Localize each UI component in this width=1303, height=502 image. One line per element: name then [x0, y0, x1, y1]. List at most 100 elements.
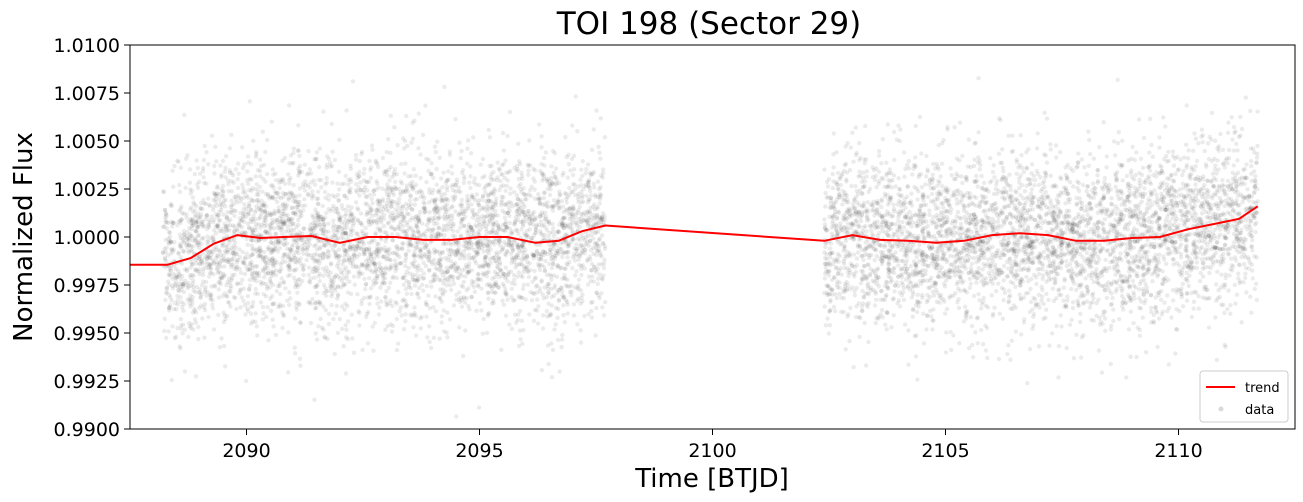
data-point — [242, 255, 248, 260]
data-point — [575, 129, 580, 134]
data-point — [191, 273, 196, 278]
data-point — [599, 291, 604, 296]
data-point — [1061, 298, 1066, 303]
data-point — [314, 259, 319, 264]
data-point — [539, 278, 544, 283]
data-point — [171, 306, 177, 312]
data-point — [307, 228, 313, 233]
data-point — [344, 276, 349, 281]
data-point — [494, 252, 499, 257]
data-point — [479, 286, 484, 291]
data-point — [162, 224, 167, 229]
data-point — [268, 296, 273, 301]
data-point — [324, 175, 329, 181]
data-point — [485, 313, 491, 318]
data-point — [271, 211, 277, 216]
data-point — [247, 261, 253, 266]
data-point — [168, 273, 173, 278]
data-point — [597, 201, 602, 206]
data-point — [295, 204, 300, 209]
data-point — [357, 170, 362, 175]
data-point — [375, 164, 381, 170]
data-point — [288, 175, 293, 181]
data-point — [541, 176, 547, 181]
data-point — [532, 187, 537, 192]
data-point — [257, 205, 262, 210]
data-point — [423, 234, 428, 239]
data-point — [264, 261, 269, 266]
data-point — [274, 268, 279, 273]
data-point — [248, 237, 254, 243]
data-point — [277, 186, 282, 191]
data-point — [287, 302, 292, 308]
data-point — [1110, 295, 1115, 301]
data-point — [286, 103, 292, 108]
data-point — [214, 214, 220, 219]
data-point — [270, 167, 275, 172]
data-point — [319, 227, 324, 233]
data-point — [207, 203, 213, 209]
data-point — [254, 271, 260, 276]
data-point — [458, 156, 463, 161]
data-point — [445, 247, 451, 252]
data-point — [539, 172, 545, 178]
data-point — [243, 256, 248, 261]
data-point — [551, 170, 556, 176]
data-point — [231, 294, 237, 300]
data-point — [520, 244, 525, 249]
data-point — [441, 223, 446, 229]
data-point — [168, 251, 174, 256]
data-point — [216, 248, 222, 253]
data-point — [569, 189, 574, 195]
data-point — [527, 138, 532, 143]
data-point — [588, 279, 593, 284]
data-point — [424, 179, 429, 185]
data-point — [555, 315, 560, 320]
data-point — [305, 193, 311, 198]
data-point — [474, 250, 479, 255]
data-point — [545, 314, 550, 319]
data-point — [1235, 148, 1240, 153]
data-point — [234, 227, 239, 232]
data-point — [1184, 298, 1190, 303]
data-point — [334, 263, 340, 269]
data-point — [348, 177, 353, 182]
data-point — [468, 185, 473, 191]
data-point — [264, 314, 269, 320]
data-point — [519, 249, 524, 254]
data-point — [188, 275, 193, 280]
data-point — [465, 193, 470, 199]
data-point — [567, 259, 572, 265]
data-point — [498, 267, 503, 272]
data-point — [190, 262, 195, 267]
data-point — [286, 216, 291, 222]
data-point — [287, 181, 292, 186]
data-point — [520, 341, 525, 346]
data-point — [559, 337, 565, 342]
data-point — [241, 195, 247, 200]
data-point — [514, 254, 519, 259]
data-point — [434, 182, 439, 187]
data-point — [273, 178, 279, 183]
data-point — [369, 196, 374, 202]
data-point — [466, 206, 471, 211]
data-point — [230, 262, 236, 267]
data-point — [513, 214, 519, 220]
data-point — [578, 177, 583, 182]
data-point — [268, 213, 273, 218]
data-point — [403, 319, 408, 324]
data-point — [191, 327, 196, 332]
data-point — [339, 326, 345, 332]
data-point — [489, 289, 495, 295]
data-point — [440, 249, 446, 255]
data-point — [466, 303, 471, 309]
data-point — [281, 253, 286, 258]
data-point — [503, 265, 508, 270]
data-point — [547, 178, 552, 184]
data-point — [388, 185, 393, 190]
data-point — [334, 206, 340, 212]
data-point — [455, 240, 460, 245]
data-point — [445, 227, 450, 232]
data-point — [446, 207, 451, 212]
data-point — [221, 319, 227, 325]
